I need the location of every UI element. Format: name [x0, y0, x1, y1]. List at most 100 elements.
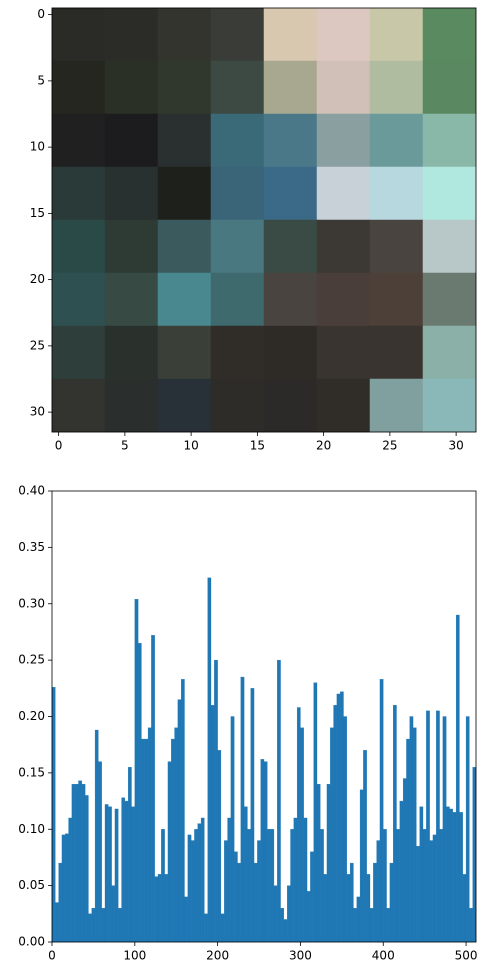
pixel	[210, 7, 265, 62]
axes-frame	[51, 7, 477, 433]
bar	[200, 817, 205, 943]
bar	[263, 761, 268, 943]
bar	[336, 693, 341, 943]
pixel	[316, 113, 371, 168]
bar	[167, 761, 172, 943]
bar	[462, 874, 467, 943]
pixel	[51, 325, 106, 380]
pixel	[51, 378, 106, 433]
y-tick-label: 25	[30, 338, 45, 352]
pixel	[157, 219, 212, 274]
bar	[432, 834, 437, 943]
pixel	[369, 166, 424, 221]
bar	[134, 599, 139, 943]
bar	[71, 784, 76, 943]
pixel	[263, 325, 318, 380]
bar	[147, 727, 152, 943]
x-tick-label: 20	[316, 439, 331, 453]
pixel	[263, 272, 318, 327]
pixel	[369, 60, 424, 115]
bar	[84, 795, 89, 943]
pixel	[157, 113, 212, 168]
pixel	[51, 272, 106, 327]
x-tick-label: 30	[448, 439, 463, 453]
bar	[161, 829, 165, 943]
y-tick-label: 20	[30, 272, 45, 286]
bar	[177, 699, 182, 943]
x-tick-label: 400	[372, 949, 395, 963]
pixel	[422, 113, 477, 168]
x-tick-label: 0	[55, 439, 63, 453]
bar	[416, 846, 420, 943]
x-tick-label: 10	[183, 439, 198, 453]
bar	[257, 840, 261, 943]
bar	[399, 800, 404, 943]
bar	[81, 784, 86, 943]
bar	[141, 738, 145, 943]
pixel	[104, 325, 159, 380]
y-tick-label: 0.35	[18, 540, 45, 554]
bar	[204, 913, 208, 943]
bar	[118, 908, 122, 943]
bar	[51, 687, 56, 943]
bar	[144, 738, 149, 943]
y-tick-label: 0.10	[18, 822, 45, 836]
bar	[373, 862, 377, 943]
bar	[78, 780, 82, 943]
bar	[446, 806, 450, 943]
bar	[287, 885, 291, 943]
bar	[114, 808, 119, 943]
bar	[379, 679, 384, 943]
bar	[290, 829, 294, 943]
bar	[300, 727, 304, 943]
bar	[247, 829, 251, 943]
pixel	[104, 7, 159, 62]
x-tick-label: 0	[48, 949, 56, 963]
pixel	[422, 378, 477, 433]
pixel	[157, 378, 212, 433]
bar	[210, 705, 215, 943]
bar	[459, 812, 463, 943]
bar	[197, 823, 202, 943]
bar	[131, 806, 135, 943]
bar	[91, 908, 96, 943]
bar	[101, 908, 106, 943]
bar	[68, 817, 73, 943]
bar	[346, 874, 351, 943]
y-tick-label: 0.05	[18, 878, 45, 892]
bar	[65, 833, 69, 943]
bar	[326, 784, 331, 943]
bar	[363, 750, 367, 943]
bar	[469, 908, 473, 943]
bar	[154, 876, 159, 943]
bar	[280, 908, 285, 943]
x-tick-label: 25	[382, 439, 397, 453]
pixel	[369, 325, 424, 380]
bar	[277, 659, 281, 943]
pixel	[316, 325, 371, 380]
bar	[429, 840, 434, 943]
y-tick-label: 0.25	[18, 653, 45, 667]
bar	[333, 705, 338, 943]
bar	[320, 829, 324, 943]
y-tick-label: 0.20	[18, 709, 45, 723]
bar	[217, 750, 222, 943]
pixel	[157, 325, 212, 380]
bar	[316, 784, 321, 943]
bar	[323, 874, 328, 943]
pixel	[51, 219, 106, 274]
bar	[353, 908, 357, 943]
bar	[303, 817, 308, 943]
y-tick-label: 0.30	[18, 596, 45, 610]
bar	[293, 817, 298, 943]
bar	[396, 829, 400, 943]
pixel	[51, 166, 106, 221]
pixel	[422, 325, 477, 380]
bar	[108, 806, 112, 943]
pixel	[104, 166, 159, 221]
bar	[422, 829, 427, 943]
bar	[207, 577, 212, 943]
pixel	[316, 60, 371, 115]
bar	[349, 862, 354, 943]
bar	[98, 761, 102, 943]
